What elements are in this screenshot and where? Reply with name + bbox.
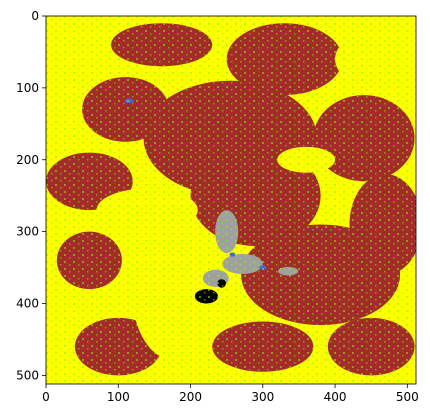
y-tick-label: 300 <box>16 225 39 239</box>
x-tick-label: 0 <box>42 390 50 404</box>
y-tick-label: 400 <box>16 297 39 311</box>
y-tick-label: 500 <box>16 368 39 382</box>
y-tick-label: 200 <box>16 153 39 167</box>
x-tick-label: 200 <box>179 390 202 404</box>
x-tick-label: 400 <box>324 390 347 404</box>
y-tick-label: 100 <box>16 81 39 95</box>
plot-frame <box>45 15 417 385</box>
x-tick-label: 300 <box>251 390 274 404</box>
x-tick-label: 100 <box>107 390 130 404</box>
y-axis: 0 100 200 300 400 500 <box>16 9 46 382</box>
heatmap-speckle-texture <box>46 16 416 384</box>
x-tick-label: 500 <box>396 390 419 404</box>
x-axis: 0 100 200 300 400 500 <box>42 384 419 404</box>
y-tick-label: 0 <box>31 9 39 23</box>
heatmap-image <box>46 16 416 384</box>
